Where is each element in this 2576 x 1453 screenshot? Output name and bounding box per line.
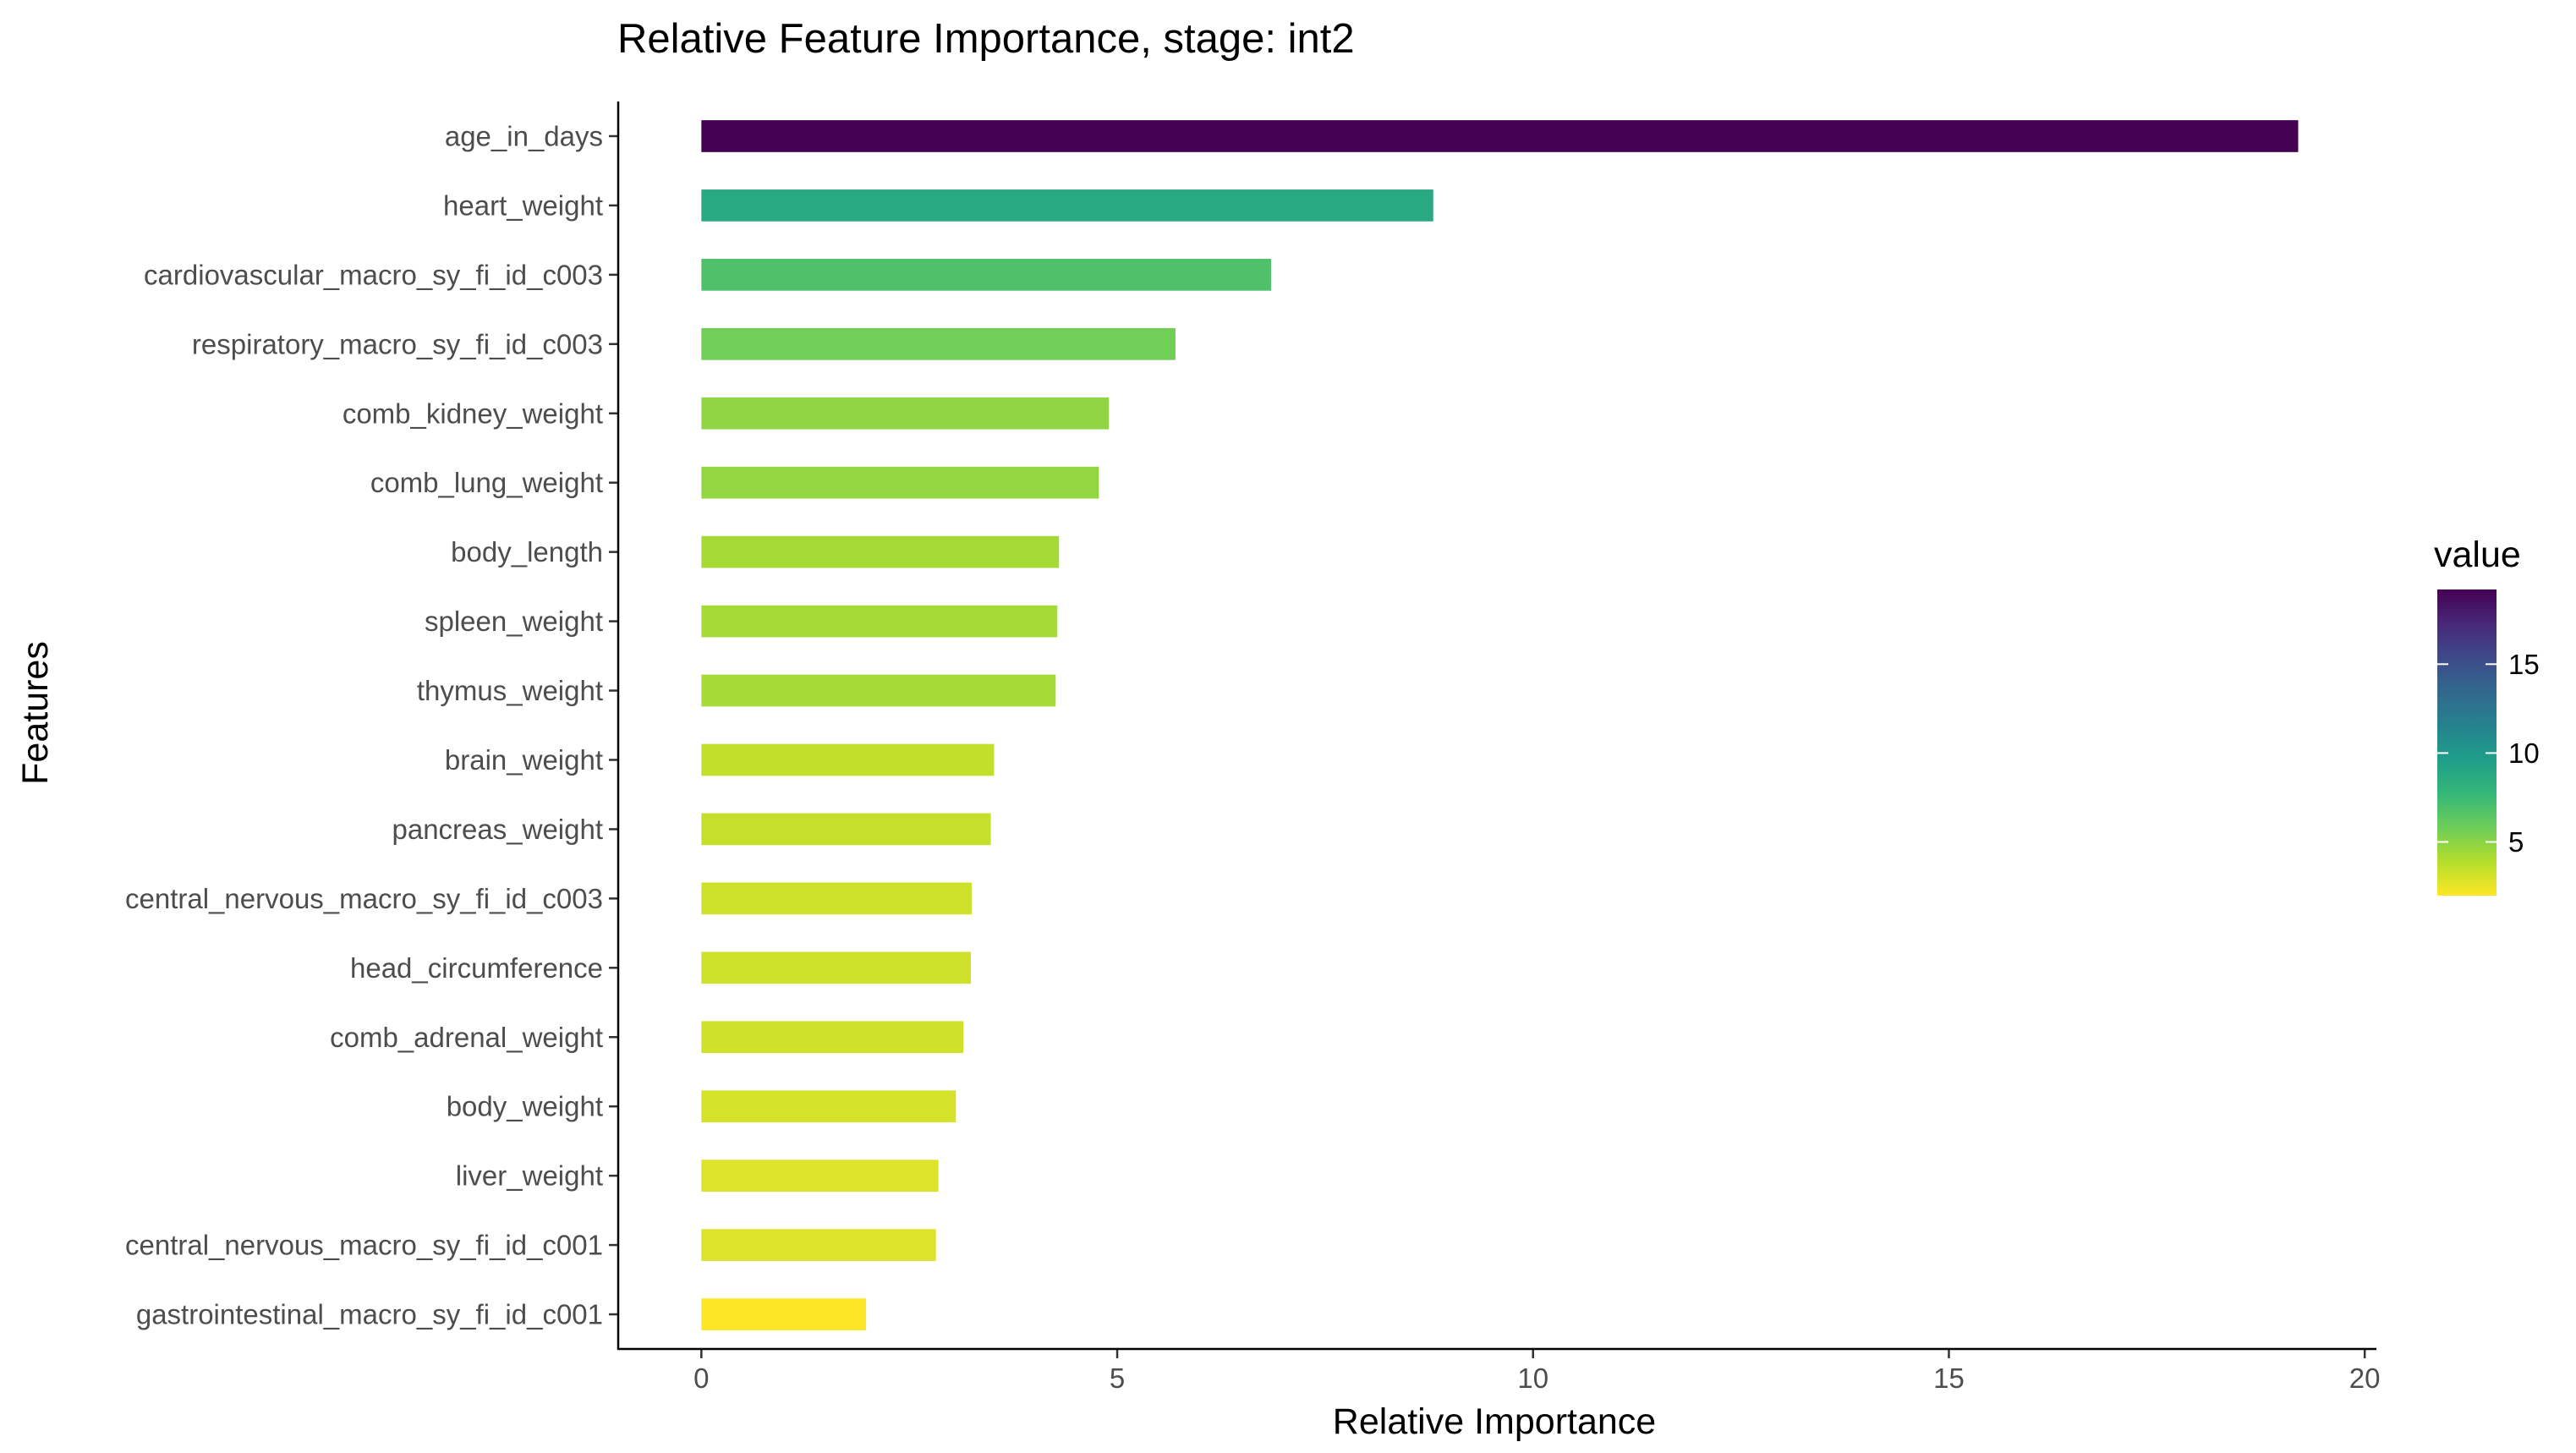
y-tick-label: head_circumference (350, 952, 603, 984)
y-tick-label: heart_weight (443, 189, 603, 221)
legend-tick-label: 15 (2508, 649, 2540, 680)
y-tick-label: brain_weight (445, 744, 603, 776)
x-axis-ticks: 0 5 10 15 20 (693, 1349, 2381, 1394)
x-tick-label: 0 (693, 1363, 709, 1394)
bar-central_nervous_macro_sy_fi_id_c001 (701, 1229, 936, 1261)
bar-pancreas_weight (701, 813, 991, 846)
legend-title: value (2434, 535, 2521, 575)
legend-tick-label: 10 (2508, 737, 2540, 769)
y-tick-label: pancreas_weight (392, 814, 604, 845)
bar-head_circumference (701, 951, 971, 984)
color-legend: value 5 10 15 (2434, 535, 2540, 896)
y-tick-label: age_in_days (445, 120, 603, 151)
bar-respiratory_macro_sy_fi_id_c003 (701, 327, 1176, 360)
bar-body_weight (701, 1090, 956, 1123)
bar-cardiovascular_macro_sy_fi_id_c003 (701, 259, 1271, 291)
bar-central_nervous_macro_sy_fi_id_c003 (701, 882, 972, 915)
x-tick-label: 20 (2349, 1363, 2381, 1394)
x-tick-label: 5 (1110, 1363, 1125, 1394)
bars-layer (701, 120, 2299, 1330)
y-tick-label: gastrointestinal_macro_sy_fi_id_c001 (136, 1299, 603, 1330)
x-tick-label: 15 (1933, 1363, 1965, 1394)
y-tick-label: body_weight (447, 1091, 603, 1122)
y-tick-label: comb_adrenal_weight (330, 1022, 603, 1053)
y-tick-label: central_nervous_macro_sy_fi_id_c001 (125, 1230, 603, 1261)
legend-tick-label: 5 (2508, 826, 2524, 858)
chart-title: Relative Feature Importance, stage: int2 (617, 16, 1355, 62)
legend-colorbar (2437, 589, 2497, 896)
y-tick-label: respiratory_macro_sy_fi_id_c003 (192, 328, 603, 359)
y-tick-label: central_nervous_macro_sy_fi_id_c003 (125, 883, 603, 914)
y-tick-label: body_length (451, 536, 603, 567)
y-tick-label: spleen_weight (425, 606, 603, 637)
bar-liver_weight (701, 1160, 939, 1192)
bar-heart_weight (701, 189, 1433, 222)
bar-age_in_days (701, 120, 2299, 152)
bar-spleen_weight (701, 605, 1058, 638)
y-axis-ticks: age_in_days heart_weight cardiovascular_ma… (125, 120, 618, 1330)
bar-comb_adrenal_weight (701, 1021, 964, 1054)
bar-thymus_weight (701, 674, 1056, 707)
y-axis-title: Features (15, 641, 56, 785)
x-tick-label: 10 (1517, 1363, 1548, 1394)
bar-brain_weight (701, 743, 995, 776)
bar-body_length (701, 535, 1060, 568)
y-tick-label: comb_kidney_weight (343, 398, 603, 429)
legend-ticks: 5 10 15 (2437, 649, 2540, 858)
bar-comb_lung_weight (701, 466, 1099, 499)
y-tick-label: comb_lung_weight (370, 467, 603, 498)
y-tick-label: liver_weight (456, 1160, 603, 1192)
bar-comb_kidney_weight (701, 397, 1110, 430)
bar-gastrointestinal_macro_sy_fi_id_c001 (701, 1298, 867, 1330)
y-tick-label: thymus_weight (417, 675, 603, 706)
x-axis-title: Relative Importance (1333, 1401, 1656, 1442)
y-tick-label: cardiovascular_macro_sy_fi_id_c003 (144, 259, 603, 290)
